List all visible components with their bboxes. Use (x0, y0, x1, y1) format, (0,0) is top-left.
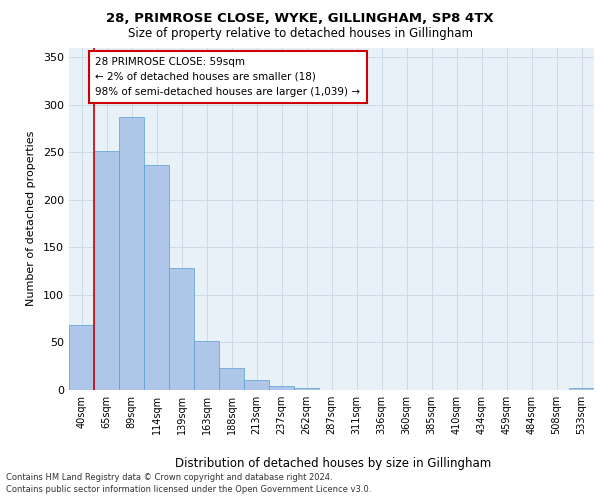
Bar (169, 268, 194, 390)
Y-axis label: Number of detached properties: Number of detached properties (26, 131, 36, 306)
Text: Contains HM Land Registry data © Crown copyright and database right 2024.: Contains HM Land Registry data © Crown c… (6, 472, 332, 482)
Bar (144, 166, 169, 390)
Bar (119, 117, 144, 390)
Text: 28 PRIMROSE CLOSE: 59sqm
← 2% of detached houses are smaller (18)
98% of semi-de: 28 PRIMROSE CLOSE: 59sqm ← 2% of detache… (95, 57, 360, 96)
Bar (219, 368, 244, 390)
Bar (294, 388, 319, 390)
Text: Contains public sector information licensed under the Open Government Licence v3: Contains public sector information licen… (6, 485, 371, 494)
Bar (69, 326, 94, 390)
Bar (569, 388, 594, 390)
Bar (194, 340, 219, 390)
Text: Size of property relative to detached houses in Gillingham: Size of property relative to detached ho… (128, 28, 473, 40)
Text: Distribution of detached houses by size in Gillingham: Distribution of detached houses by size … (175, 458, 491, 470)
Bar (94, 151, 119, 390)
Bar (244, 380, 269, 390)
Bar (269, 386, 294, 390)
Text: 28, PRIMROSE CLOSE, WYKE, GILLINGHAM, SP8 4TX: 28, PRIMROSE CLOSE, WYKE, GILLINGHAM, SP… (106, 12, 494, 26)
